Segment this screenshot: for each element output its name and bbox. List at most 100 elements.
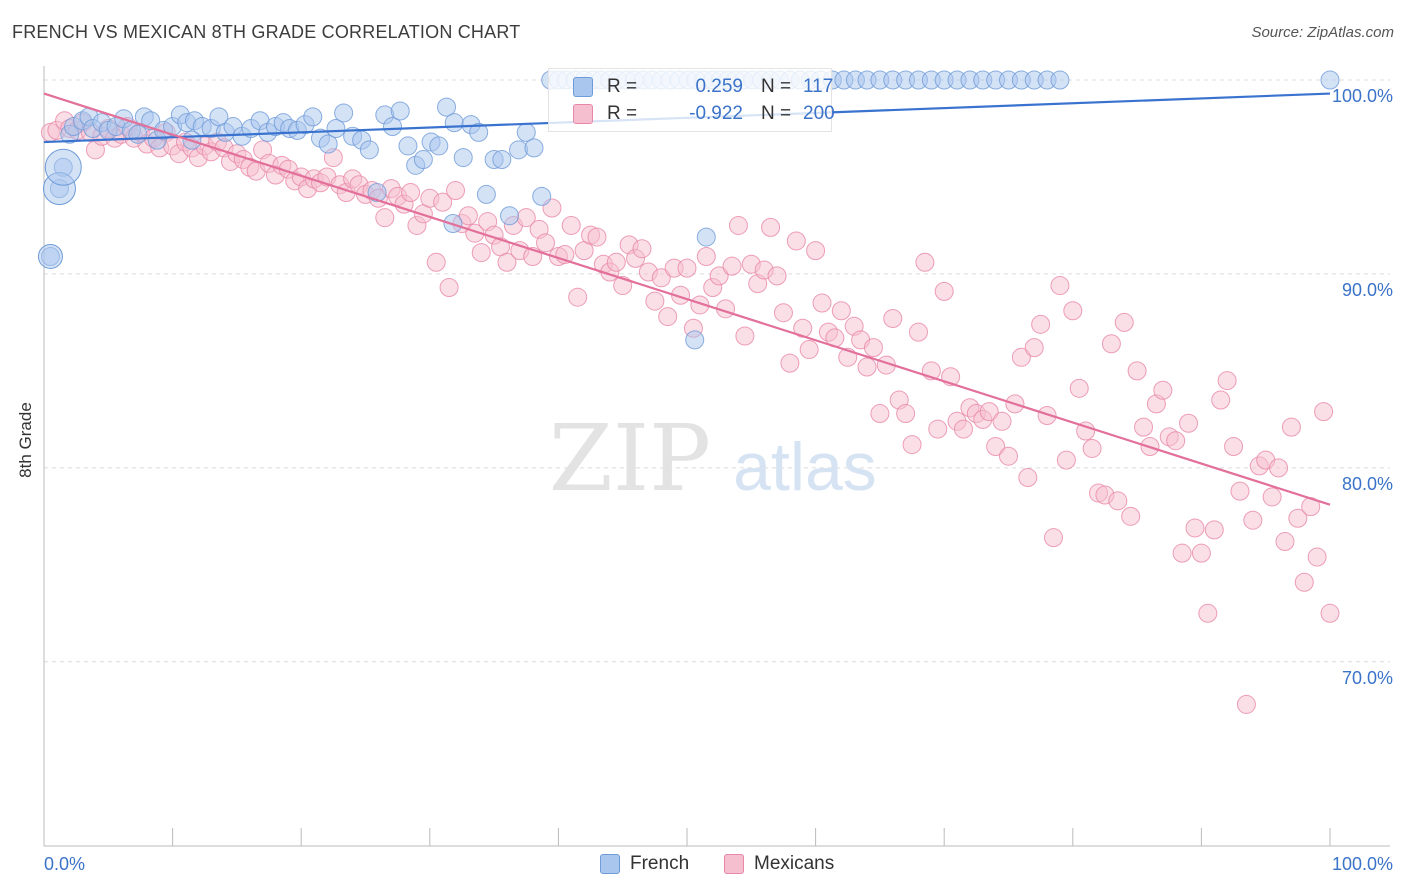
y-axis-label: 8th Grade [16, 402, 35, 478]
axes [43, 66, 1390, 847]
mexicans-point [722, 256, 742, 276]
mexicans-point [799, 340, 819, 360]
mexicans-point [1031, 314, 1051, 334]
french-point-large [44, 148, 82, 186]
mexicans-point [1063, 301, 1083, 321]
french-point [128, 124, 148, 144]
mexicans-point [1243, 510, 1263, 530]
y-tick-label: 80.0% [1342, 474, 1393, 494]
french-point [318, 134, 338, 154]
mexicans-point [915, 252, 935, 272]
mexicans-point [1101, 334, 1121, 354]
n-label: N = [761, 103, 792, 124]
legend-item-mexicans[interactable]: Mexicans [724, 853, 834, 875]
mexicans-point [426, 252, 446, 272]
mexicans-n-value: 200 [803, 103, 835, 124]
mexicans-point [1230, 481, 1250, 501]
french-point [383, 117, 403, 137]
mexicans-point [728, 215, 748, 235]
mexicans-point [1172, 543, 1192, 563]
mexicans-point [863, 338, 883, 358]
mexicans-point [1185, 518, 1205, 538]
mexicans-point [1018, 468, 1038, 488]
mexicans-point [1198, 603, 1218, 623]
mexicans-point [690, 295, 710, 315]
watermark-zip: ZIP [549, 405, 711, 512]
mexicans-point [953, 419, 973, 439]
mexicans-point [1082, 438, 1102, 458]
mexicans-point [735, 326, 755, 346]
mexicans-point [1153, 380, 1173, 400]
x-tick-label-max: 100.0% [1332, 854, 1393, 874]
french-point [1050, 70, 1070, 90]
french-point-large [37, 243, 63, 269]
tick-labels: 70.0% 80.0% 90.0% 100.0% 0.0% 100.0% [44, 86, 1393, 874]
french-point [334, 103, 354, 123]
watermark-atlas: atlas [733, 429, 877, 505]
y-tick-label: 90.0% [1342, 280, 1393, 300]
mexicans-point [780, 353, 800, 373]
mexicans-point [857, 357, 877, 377]
mexicans-point [433, 192, 453, 212]
mexicans-point [1011, 347, 1031, 367]
mexicans-point [1204, 520, 1224, 540]
mexicans-point [1320, 603, 1340, 623]
mexicans-point [446, 181, 466, 201]
mexicans-point [375, 208, 395, 228]
french-point [303, 107, 323, 127]
mexicans-trend-line [43, 92, 1331, 506]
mexicans-point [1024, 338, 1044, 358]
mexicans-point [831, 301, 851, 321]
mexicans-point [645, 291, 665, 311]
mexicans-point [1037, 405, 1057, 425]
mexicans-point [1217, 371, 1237, 391]
french-point [429, 136, 449, 156]
mexicans-point [992, 411, 1012, 431]
mexicans-point [896, 404, 916, 424]
french-point [1320, 70, 1340, 90]
mexicans-point [767, 266, 787, 286]
french-r-value: 0.259 [695, 76, 743, 97]
mexicans-point [1262, 487, 1282, 507]
mexicans-point [1108, 491, 1128, 511]
n-label: N = [761, 76, 792, 97]
mexicans-point [1179, 413, 1199, 433]
french-point [398, 136, 418, 156]
mexicans-point [696, 246, 716, 266]
french-point [532, 186, 552, 206]
mexicans-point [902, 435, 922, 455]
mexicans-point [870, 404, 890, 424]
french-swatch [573, 77, 593, 97]
mexicans-point [568, 287, 588, 307]
french-swatch [600, 854, 620, 874]
mexicans-point [812, 293, 832, 313]
mexicans-swatch [573, 104, 593, 124]
legend-item-french[interactable]: French [600, 853, 689, 875]
mexicans-point [1044, 528, 1064, 548]
mexicans-point [1288, 508, 1308, 528]
french-point [437, 97, 457, 117]
legend-label-mexicans: Mexicans [754, 853, 835, 874]
mexicans-point [1224, 437, 1244, 457]
mexicans-point [401, 182, 421, 202]
mexicans-point [1166, 431, 1186, 451]
french-point [326, 118, 346, 138]
mexicans-point [1281, 417, 1301, 437]
french-point [453, 148, 473, 168]
mexicans-point [632, 239, 652, 259]
mexicans-point [1191, 543, 1211, 563]
mexicans-point [986, 437, 1006, 457]
mexicans-point [1076, 421, 1096, 441]
mexicans-point [458, 206, 478, 226]
mexicans-point [709, 266, 729, 286]
r-label: R = [607, 103, 638, 124]
mexicans-point [651, 268, 671, 288]
mexicans-point [561, 215, 581, 235]
mexicans-point [497, 252, 517, 272]
mexicans-point [928, 419, 948, 439]
french-point [476, 184, 496, 204]
mexicans-point [1127, 361, 1147, 381]
mexicans-point [1236, 694, 1256, 714]
mexicans-point [536, 233, 556, 253]
legend-label-french: French [630, 853, 690, 874]
